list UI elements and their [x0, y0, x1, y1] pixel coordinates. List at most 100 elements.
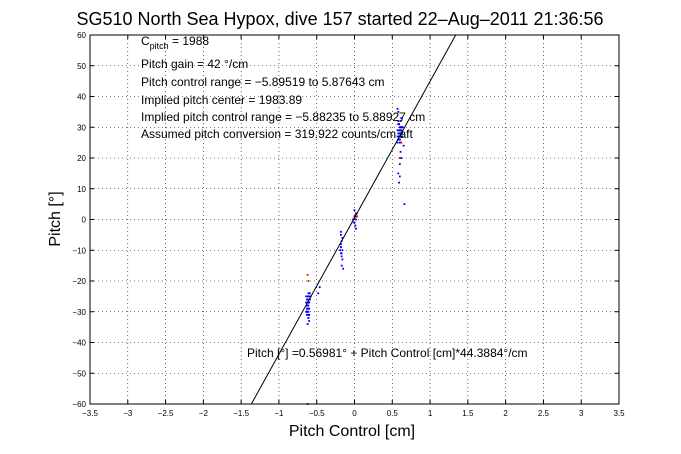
- data-point: [355, 218, 357, 221]
- data-point: [307, 307, 310, 310]
- data-point: [355, 212, 357, 215]
- data-point: [355, 227, 357, 230]
- fit-line: [250, 34, 457, 405]
- annotation-implied-pitch-control-range: Implied pitch control range = −5.88235 t…: [141, 110, 425, 124]
- y-tick-label: −40: [72, 339, 86, 348]
- data-point: [397, 132, 400, 135]
- data-point: [307, 313, 310, 316]
- data-point: [309, 292, 311, 295]
- y-tick-label: 0: [82, 216, 87, 225]
- x-tick-label: −3.5: [82, 409, 98, 418]
- y-tick-label: 60: [77, 31, 86, 40]
- x-tick-label: 1.5: [462, 409, 474, 418]
- fit-line-layer: [250, 34, 457, 405]
- data-point: [307, 292, 310, 295]
- x-tick-label: 0.5: [387, 409, 399, 418]
- x-tick-label: 3.5: [613, 409, 625, 418]
- data-point: [396, 135, 399, 138]
- annotation-implied-pitch-center: Implied pitch center = 1983.89: [141, 93, 302, 107]
- data-point: [339, 249, 342, 252]
- data-point: [400, 117, 403, 119]
- data-point: [398, 163, 401, 166]
- x-tick-label: 2.5: [538, 409, 550, 418]
- annotation-fit-equation: Pitch [°] =0.56981° + Pitch Control [cm]…: [247, 346, 528, 360]
- x-tick-label: 2: [503, 409, 508, 418]
- annotation-pitch-gain: Pitch gain = 42 °/cm: [141, 57, 248, 71]
- data-point: [400, 129, 403, 132]
- data-point: [318, 286, 321, 289]
- data-point: [353, 209, 356, 212]
- data-point: [306, 323, 309, 325]
- data-point: [401, 132, 404, 135]
- x-tick-label: −2: [199, 409, 209, 418]
- y-axis-label: Pitch [°]: [47, 191, 64, 246]
- y-tick-label: 30: [77, 123, 86, 132]
- data-point: [340, 264, 343, 267]
- data-point: [305, 295, 308, 298]
- y-tick-label: 50: [77, 62, 86, 71]
- data-point-red: [354, 213, 357, 216]
- data-point-red: [398, 157, 401, 159]
- data-point-red: [307, 280, 310, 282]
- x-tick-label: 3: [579, 409, 584, 418]
- data-point: [306, 295, 309, 298]
- data-point: [396, 141, 399, 144]
- data-point: [308, 301, 311, 304]
- y-tick-label: 10: [77, 185, 86, 194]
- grid-layer: [90, 35, 619, 404]
- data-point: [398, 138, 401, 141]
- x-tick-label: −0.5: [309, 409, 325, 418]
- data-point: [396, 129, 399, 132]
- data-point: [402, 144, 405, 147]
- annotation-pitch-control-range: Pitch control range = −5.89519 to 5.8764…: [141, 75, 385, 89]
- x-tick-label: 0: [352, 409, 357, 418]
- data-point: [306, 304, 309, 307]
- data-point: [397, 172, 400, 175]
- annotation-c-pitch-main: C: [141, 34, 150, 48]
- data-point: [403, 203, 406, 206]
- data-point: [398, 123, 400, 126]
- data-point: [401, 135, 404, 138]
- data-point: [398, 175, 401, 178]
- y-tick-label: −30: [72, 308, 86, 317]
- data-point: [339, 252, 342, 255]
- x-tick-label: −3: [123, 409, 133, 418]
- data-point: [398, 132, 401, 135]
- y-tick-label: −50: [72, 369, 86, 378]
- data-point-red: [306, 273, 309, 276]
- annotation-assumed-pitch-conversion: Assumed pitch conversion = 319.922 count…: [141, 127, 413, 141]
- annotation-c-pitch-sub: pitch: [150, 41, 169, 51]
- data-point: [396, 107, 399, 110]
- data-point: [309, 298, 311, 301]
- data-point: [398, 181, 400, 184]
- data-point: [307, 310, 310, 313]
- data-point: [307, 317, 310, 319]
- data-point: [399, 150, 402, 153]
- data-point: [341, 258, 344, 261]
- data-point: [339, 230, 342, 233]
- data-point: [317, 292, 320, 295]
- data-point: [342, 267, 345, 270]
- x-axis-label: Pitch Control [cm]: [289, 423, 415, 440]
- data-point: [339, 243, 342, 245]
- data-point: [353, 215, 356, 218]
- y-tick-label: −20: [72, 277, 86, 286]
- data-point: [353, 221, 356, 224]
- data-point: [401, 126, 404, 129]
- x-tick-label: −2.5: [158, 409, 174, 418]
- data-point: [397, 120, 400, 122]
- annotation-c-pitch: Cpitch = 1988: [141, 34, 209, 51]
- data-point: [399, 120, 402, 122]
- chart-title: SG510 North Sea Hypox, dive 157 started …: [76, 9, 603, 29]
- y-tick-label: −60: [72, 400, 86, 409]
- data-point: [305, 307, 308, 310]
- y-tick-label: −10: [72, 246, 86, 255]
- data-point: [308, 320, 311, 322]
- data-point: [340, 255, 343, 258]
- data-point: [305, 310, 308, 313]
- data-point: [400, 126, 403, 129]
- x-tick-label: −1.5: [233, 409, 249, 418]
- annotation-c-pitch-value: = 1988: [169, 34, 210, 48]
- data-point: [400, 157, 403, 159]
